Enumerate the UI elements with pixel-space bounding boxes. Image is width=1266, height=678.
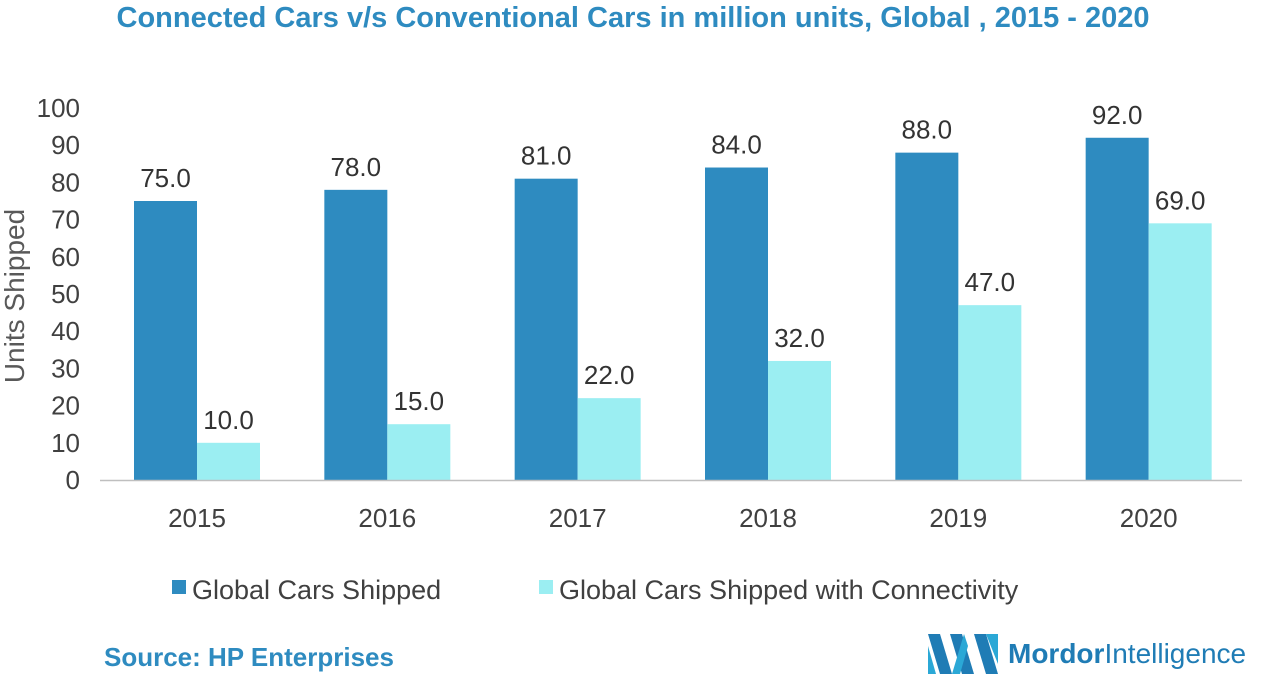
data-label: 81.0 — [521, 141, 572, 171]
data-label: 47.0 — [965, 267, 1016, 297]
mordor-logo-icon — [928, 634, 998, 674]
x-tick-label: 2018 — [739, 503, 797, 533]
x-tick-label: 2020 — [1120, 503, 1178, 533]
x-tick-label: 2017 — [549, 503, 607, 533]
legend-label: Global Cars Shipped with Connectivity — [559, 575, 1019, 605]
y-tick-label: 20 — [51, 391, 80, 421]
logo-text: MordorIntelligence — [1008, 638, 1247, 669]
bar-2015-series-2 — [197, 442, 260, 480]
data-label: 22.0 — [584, 360, 635, 390]
mordor-logo: MordorIntelligence — [928, 634, 1246, 674]
x-tick-label: 2019 — [929, 503, 987, 533]
data-label: 84.0 — [711, 130, 762, 160]
legend-swatch — [539, 580, 553, 594]
x-tick-label: 2016 — [358, 503, 416, 533]
bar-2016-series-2 — [387, 424, 451, 480]
data-label: 88.0 — [902, 115, 953, 145]
data-label: 75.0 — [140, 163, 191, 193]
legend-label: Global Cars Shipped — [192, 575, 441, 605]
y-tick-label: 30 — [51, 353, 80, 383]
y-tick-label: 40 — [51, 316, 80, 346]
bar-2019-series-2 — [958, 305, 1022, 480]
data-label: 92.0 — [1092, 100, 1143, 130]
bar-2016-series-1 — [324, 189, 388, 480]
data-label: 32.0 — [774, 323, 825, 353]
bar-2017-series-1 — [514, 178, 578, 480]
y-tick-label: 60 — [51, 242, 80, 272]
bar-2019-series-1 — [895, 152, 959, 480]
y-tick-label: 70 — [51, 205, 80, 235]
bar-2015-series-1 — [134, 201, 197, 480]
bar-2020-series-1 — [1085, 137, 1149, 480]
data-label: 15.0 — [394, 386, 445, 416]
bar-2017-series-2 — [577, 398, 641, 480]
bar-2020-series-2 — [1148, 223, 1212, 480]
data-label: 69.0 — [1155, 185, 1206, 215]
y-tick-label: 10 — [51, 428, 80, 458]
y-tick-label: 90 — [51, 130, 80, 160]
y-tick-label: 100 — [37, 93, 80, 123]
y-axis-title: Units Shipped — [0, 209, 30, 383]
y-tick-label: 80 — [51, 167, 80, 197]
y-tick-label: 0 — [66, 465, 80, 495]
bar-2018-series-2 — [768, 360, 831, 480]
bar-2018-series-1 — [705, 167, 768, 480]
chart-title: Connected Cars v/s Conventional Cars in … — [116, 2, 1150, 34]
x-tick-label: 2015 — [168, 503, 226, 533]
legend-swatch — [172, 580, 186, 594]
data-label: 78.0 — [331, 152, 382, 182]
y-tick-label: 50 — [51, 279, 80, 309]
data-label: 10.0 — [203, 405, 254, 435]
source-note: Source: HP Enterprises — [104, 642, 394, 672]
